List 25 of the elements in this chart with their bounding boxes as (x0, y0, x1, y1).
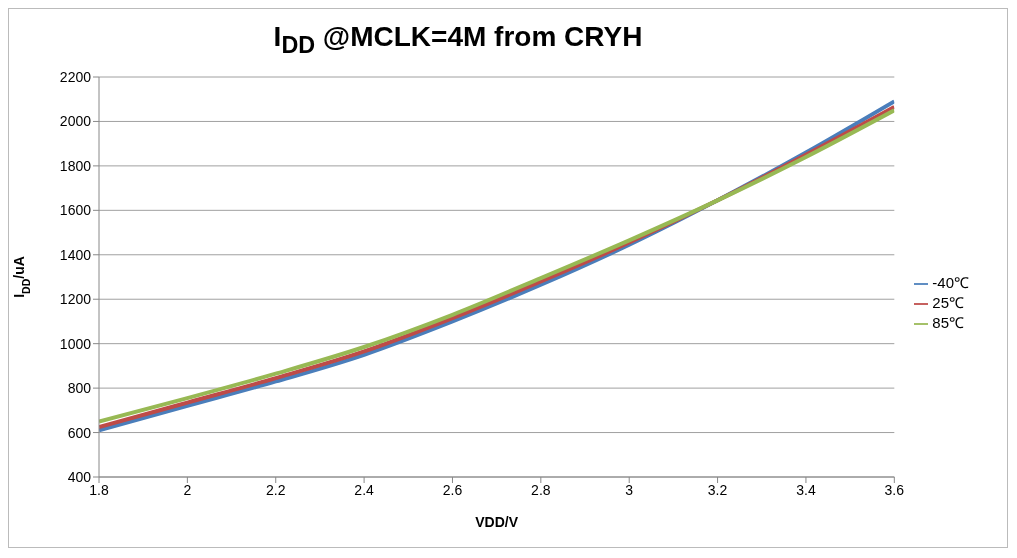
x-tick-label: 3.6 (884, 481, 905, 498)
chart-title: I$_{DD}$ @MCLK=4M from CRYH (272, 20, 644, 60)
legend-label: 25℃ (932, 294, 964, 311)
x-tick-label: 2.8 (531, 481, 551, 498)
y-tick-label: 600 (67, 424, 92, 441)
x-axis-title: VDD/V (475, 514, 519, 530)
y-tick-label: 2200 (59, 68, 92, 85)
y-tick-label: 800 (67, 380, 92, 397)
y-tick-label: 1800 (59, 157, 92, 174)
x-tick-label: 2 (183, 481, 192, 498)
y-tick-label: 1000 (59, 335, 92, 352)
y-tick-label: 400 (67, 468, 92, 485)
legend-label: -40℃ (932, 274, 969, 291)
x-tick-label: 3 (625, 481, 634, 498)
y-tick-label: 2000 (59, 113, 92, 130)
y-tick-label: 1400 (59, 246, 92, 263)
legend-label: 85℃ (932, 314, 964, 331)
x-tick-label: 3.4 (796, 481, 816, 498)
x-tick-label: 3.2 (707, 481, 728, 498)
x-tick-label: 2.2 (266, 481, 286, 498)
y-tick-label: 1600 (59, 202, 92, 219)
y-tick-label: 1200 (59, 291, 92, 308)
x-tick-label: 2.6 (442, 481, 463, 498)
x-tick-label: 1.8 (89, 481, 109, 498)
x-tick-label: 2.4 (354, 481, 375, 498)
